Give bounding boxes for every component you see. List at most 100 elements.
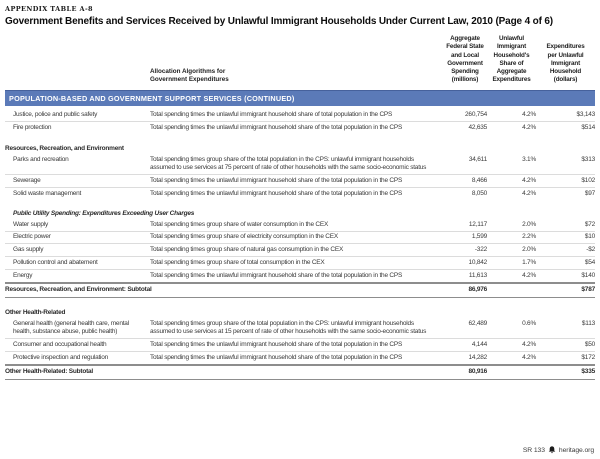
table-row: Energy Total spending times the unlawful …	[5, 269, 595, 282]
column-header-per-household: Expenditures per Unlawful Immigrant Hous…	[546, 43, 585, 84]
section-band: POPULATION-BASED AND GOVERNMENT SUPPORT …	[5, 89, 595, 107]
subtotal-per-household-value: $335	[581, 368, 595, 376]
row-allocation-description: Total spending times the unlawful immigr…	[150, 271, 403, 279]
row-per-household-value: $113	[581, 319, 595, 327]
page-footer: SR 133 heritage.org	[523, 446, 594, 454]
subtotal-spending-value: 80,916	[468, 368, 487, 376]
subsection-row: Public Utility Spending: Expenditures Ex…	[5, 208, 595, 219]
footer-site-text: heritage.org	[558, 446, 594, 454]
subtotal-row: Resources, Recreation, and Environment: …	[5, 281, 595, 298]
row-per-household-value: $50	[584, 340, 595, 348]
row-per-household-value: $54	[584, 259, 595, 267]
table-row: Consumer and occupational health Total sp…	[5, 338, 595, 351]
row-spending-value: 4,144	[471, 340, 487, 348]
row-category-label: Sewerage	[13, 176, 41, 184]
column-header-aggregate-spending: Aggregate Federal State and Local Govern…	[446, 35, 484, 84]
row-share-value: 4.2%	[522, 176, 536, 184]
row-category-label: General health (general health care, men…	[13, 319, 129, 336]
table-body: Justice, police and public safety Total s…	[5, 109, 595, 380]
row-share-value: 2.2%	[522, 233, 536, 241]
row-share-value: 4.2%	[522, 189, 536, 197]
table-row: Gas supply Total spending times group sha…	[5, 243, 595, 256]
row-category-label: Pollution control and abatement	[13, 259, 98, 267]
row-per-household-value: $514	[581, 123, 595, 131]
row-per-household-value: $172	[581, 353, 595, 361]
row-share-value: 1.7%	[522, 259, 536, 267]
row-spending-value: 1,599	[471, 233, 487, 241]
row-share-value: 3.1%	[522, 155, 536, 163]
table-row: General health (general health care, men…	[5, 318, 595, 338]
subtotal-per-household-value: $787	[581, 286, 595, 294]
row-category-label: Fire protection	[13, 123, 52, 131]
table-row: Fire protection Total spending times the …	[5, 121, 595, 134]
subtotal-spending-value: 86,976	[468, 286, 487, 294]
row-share-value: 4.2%	[522, 271, 536, 279]
row-per-household-value: $3,143	[576, 111, 595, 119]
row-spending-value: 8,050	[471, 189, 487, 197]
row-per-household-value: $10	[584, 233, 595, 241]
row-per-household-value: $140	[581, 271, 595, 279]
column-header-algorithm: Allocation Algorithms for Government Exp…	[150, 67, 229, 84]
row-spending-value: 62,489	[468, 319, 487, 327]
row-category-label: Energy	[13, 271, 33, 279]
row-allocation-description: Total spending times the unlawful immigr…	[150, 340, 403, 348]
subsection-label: Public Utility Spending: Expenditures Ex…	[13, 209, 195, 217]
page-title: Government Benefits and Services Receive…	[5, 16, 553, 27]
row-allocation-description: Total spending times group share of tota…	[150, 259, 325, 267]
row-per-household-value: $313	[581, 155, 595, 163]
row-spending-value: -322	[474, 246, 487, 254]
row-category-label: Water supply	[13, 220, 49, 228]
row-allocation-description: Total spending times group share of elec…	[150, 233, 339, 241]
row-allocation-description: Total spending times the unlawful immigr…	[150, 176, 403, 184]
table-row: Justice, police and public safety Total s…	[5, 109, 595, 121]
row-per-household-value: $97	[584, 189, 595, 197]
section-row: Resources, Recreation, and Environment	[5, 143, 595, 154]
section-row: Other Health-Related	[5, 307, 595, 318]
section-label: Resources, Recreation, and Environment	[5, 144, 124, 152]
column-header-share: Unlawful Immigrant Household's Share of …	[492, 35, 531, 84]
row-category-label: Protective inspection and regulation	[13, 353, 109, 361]
subtotal-label: Other Health-Related: Subtotal	[5, 368, 94, 376]
row-allocation-description: Total spending times the unlawful immigr…	[150, 123, 403, 131]
row-spending-value: 10,842	[468, 259, 487, 267]
row-allocation-description: Total spending times group share of the …	[150, 155, 427, 172]
row-allocation-description: Total spending times group share of natu…	[150, 246, 344, 254]
row-spending-value: 34,611	[468, 155, 487, 163]
report-id: SR 133	[522, 446, 545, 454]
table-row: Electric power Total spending times group…	[5, 230, 595, 244]
row-share-value: 4.2%	[522, 353, 536, 361]
row-share-value: 4.2%	[522, 340, 536, 348]
row-category-label: Consumer and occupational health	[13, 340, 107, 348]
row-share-value: 2.0%	[522, 220, 536, 228]
subtotal-label: Resources, Recreation, and Environment: …	[5, 286, 152, 294]
row-share-value: 0.6%	[522, 319, 536, 327]
row-category-label: Solid waste management	[13, 189, 82, 197]
row-per-household-value: -$2	[586, 246, 595, 254]
row-allocation-description: Total spending times the unlawful immigr…	[150, 189, 403, 197]
table-row: Sewerage Total spending times the unlawfu…	[5, 174, 595, 187]
row-share-value: 4.2%	[522, 123, 536, 131]
table-row: Water supply Total spending times group s…	[5, 219, 595, 231]
table-eyebrow: APPENDIX TABLE A-8	[5, 5, 93, 13]
row-category-label: Justice, police and public safety	[13, 111, 98, 119]
section-label: Other Health-Related	[5, 308, 66, 316]
row-category-label: Gas supply	[13, 246, 44, 254]
row-category-label: Parks and recreation	[13, 155, 69, 163]
subtotal-row: Other Health-Related: Subtotal 80,916 $335	[5, 363, 595, 380]
table-row: Solid waste management Total spending tim…	[5, 186, 595, 200]
liberty-bell-icon	[548, 446, 556, 454]
row-allocation-description: Total spending times group share of the …	[150, 319, 427, 336]
row-per-household-value: $102	[581, 176, 595, 184]
row-spending-value: 14,282	[468, 353, 487, 361]
row-share-value: 4.2%	[522, 111, 536, 119]
row-spending-value: 12,117	[468, 220, 487, 228]
table-row: Parks and recreation Total spending times…	[5, 154, 595, 174]
row-spending-value: 8,466	[471, 176, 487, 184]
row-category-label: Electric power	[13, 233, 51, 241]
row-spending-value: 42,635	[468, 123, 487, 131]
column-headers: Allocation Algorithms for Government Exp…	[5, 35, 595, 85]
row-per-household-value: $72	[584, 220, 595, 228]
table-row: Pollution control and abatement Total spe…	[5, 256, 595, 269]
table-row: Protective inspection and regulation Tota…	[5, 350, 595, 364]
